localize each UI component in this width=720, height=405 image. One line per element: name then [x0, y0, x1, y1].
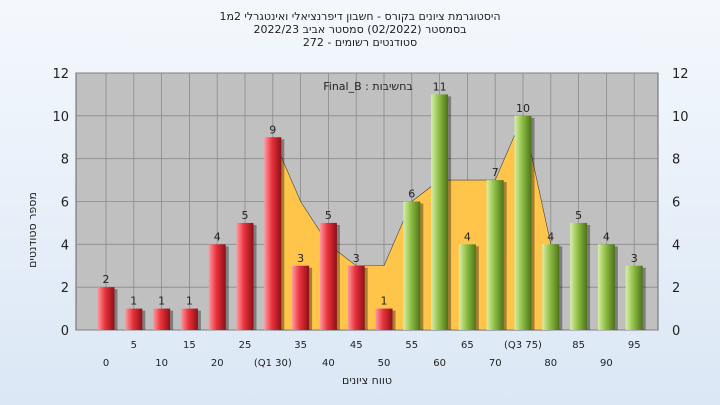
- y-tick-label-left: 6: [61, 196, 69, 211]
- x-tick-label: 0: [103, 358, 109, 369]
- bar-value-label: 9: [269, 123, 276, 136]
- y-tick-label-left: 4: [61, 238, 69, 253]
- bar: [180, 308, 198, 330]
- y-tick-label-left: 0: [61, 324, 69, 339]
- bar-value-label: 10: [516, 102, 530, 115]
- bar-value-label: 4: [547, 230, 554, 243]
- x-tick-label: 55: [405, 340, 418, 351]
- x-ticks: 0 5 10 15 20 25(Q1 30)35 40 45 50 55 60 65 70(Q3 75)…: [103, 340, 641, 369]
- x-tick-label: 25: [239, 340, 252, 351]
- x-tick-label: 90: [600, 358, 613, 369]
- bar: [458, 244, 476, 330]
- bar-value-label: 3: [297, 252, 304, 265]
- x-tick-label: 5: [131, 340, 137, 351]
- bar-value-label: 5: [325, 209, 332, 222]
- bar-value-label: 3: [631, 252, 638, 265]
- y-tick-label-right: 8: [672, 153, 680, 168]
- bar-value-label: 1: [158, 295, 165, 308]
- bar-value-label: 5: [242, 209, 249, 222]
- y-tick-label-right: 10: [672, 110, 689, 125]
- y-tick-label-left: 2: [61, 281, 69, 296]
- bar: [570, 222, 588, 330]
- bar: [264, 137, 282, 330]
- bar-value-label: 3: [353, 252, 360, 265]
- legend-text: בחשיבות : Final_B: [323, 80, 413, 93]
- chart-title-line2: בסמסטר (02/2022) סמסטר אביב 2022/23: [253, 23, 467, 36]
- y-tick-label-right: 2: [672, 281, 680, 296]
- bar-value-label: 4: [464, 230, 471, 243]
- chart-title-line1: היסטוגרמת ציונים בקורס - חשבון דיפרנציאל…: [219, 10, 501, 23]
- y-ticks-left: 0 2 4 6 8 10 12: [52, 67, 69, 339]
- bar: [319, 222, 337, 330]
- y-tick-label-right: 0: [672, 324, 680, 339]
- bar-value-label: 1: [186, 295, 193, 308]
- y-tick-label-left: 8: [61, 153, 69, 168]
- bar-value-label: 5: [575, 209, 582, 222]
- bar: [542, 244, 560, 330]
- x-tick-label: 70: [489, 358, 502, 369]
- x-tick-label: 40: [322, 358, 335, 369]
- x-tick-label: 65: [461, 340, 474, 351]
- bar: [403, 201, 421, 330]
- x-tick-label: 20: [211, 358, 224, 369]
- bar-value-label: 11: [433, 80, 447, 93]
- bar-value-label: 4: [214, 230, 221, 243]
- x-tick-label: 60: [433, 358, 446, 369]
- bar: [431, 94, 449, 331]
- y-ticks-right: 0 2 4 6 8 10 12: [672, 67, 689, 339]
- bar: [597, 244, 615, 330]
- bar-value-label: 1: [381, 295, 388, 308]
- bar: [514, 115, 532, 330]
- bar-value-label: 2: [103, 273, 110, 286]
- bar: [292, 265, 310, 330]
- y-axis-label: מספר סטודנטים: [26, 192, 39, 268]
- bar: [347, 265, 365, 330]
- bar: [97, 287, 115, 330]
- x-tick-label: 35: [294, 340, 307, 351]
- bar: [208, 244, 226, 330]
- y-tick-label-left: 12: [52, 67, 69, 82]
- x-axis-label: טווח ציונים: [342, 374, 392, 387]
- x-tick-label: 10: [155, 358, 168, 369]
- chart-title-block: היסטוגרמת ציונים בקורס - חשבון דיפרנציאל…: [0, 10, 720, 49]
- x-tick-label: (Q1 30): [254, 358, 292, 369]
- bar-value-label: 7: [492, 166, 499, 179]
- x-tick-label: 45: [350, 340, 363, 351]
- y-tick-label-right: 12: [672, 67, 689, 82]
- x-tick-label: (Q3 75): [504, 340, 542, 351]
- x-tick-label: 95: [628, 340, 641, 351]
- x-tick-label: 50: [378, 358, 391, 369]
- bar-value-label: 6: [408, 188, 415, 201]
- bar: [375, 308, 393, 330]
- y-tick-label-right: 4: [672, 238, 680, 253]
- x-tick-label: 15: [183, 340, 196, 351]
- bar: [625, 265, 643, 330]
- bar-value-label: 4: [603, 230, 610, 243]
- bar: [486, 180, 504, 330]
- x-tick-label: 80: [544, 358, 557, 369]
- y-tick-label-right: 6: [672, 196, 680, 211]
- x-tick-label: 85: [572, 340, 585, 351]
- chart-title-line3: סטודנטים רשומים - 272: [302, 36, 418, 49]
- bar-value-label: 1: [130, 295, 137, 308]
- y-tick-label-left: 10: [52, 110, 69, 125]
- bar: [153, 308, 171, 330]
- bar: [236, 222, 254, 330]
- bar: [125, 308, 143, 330]
